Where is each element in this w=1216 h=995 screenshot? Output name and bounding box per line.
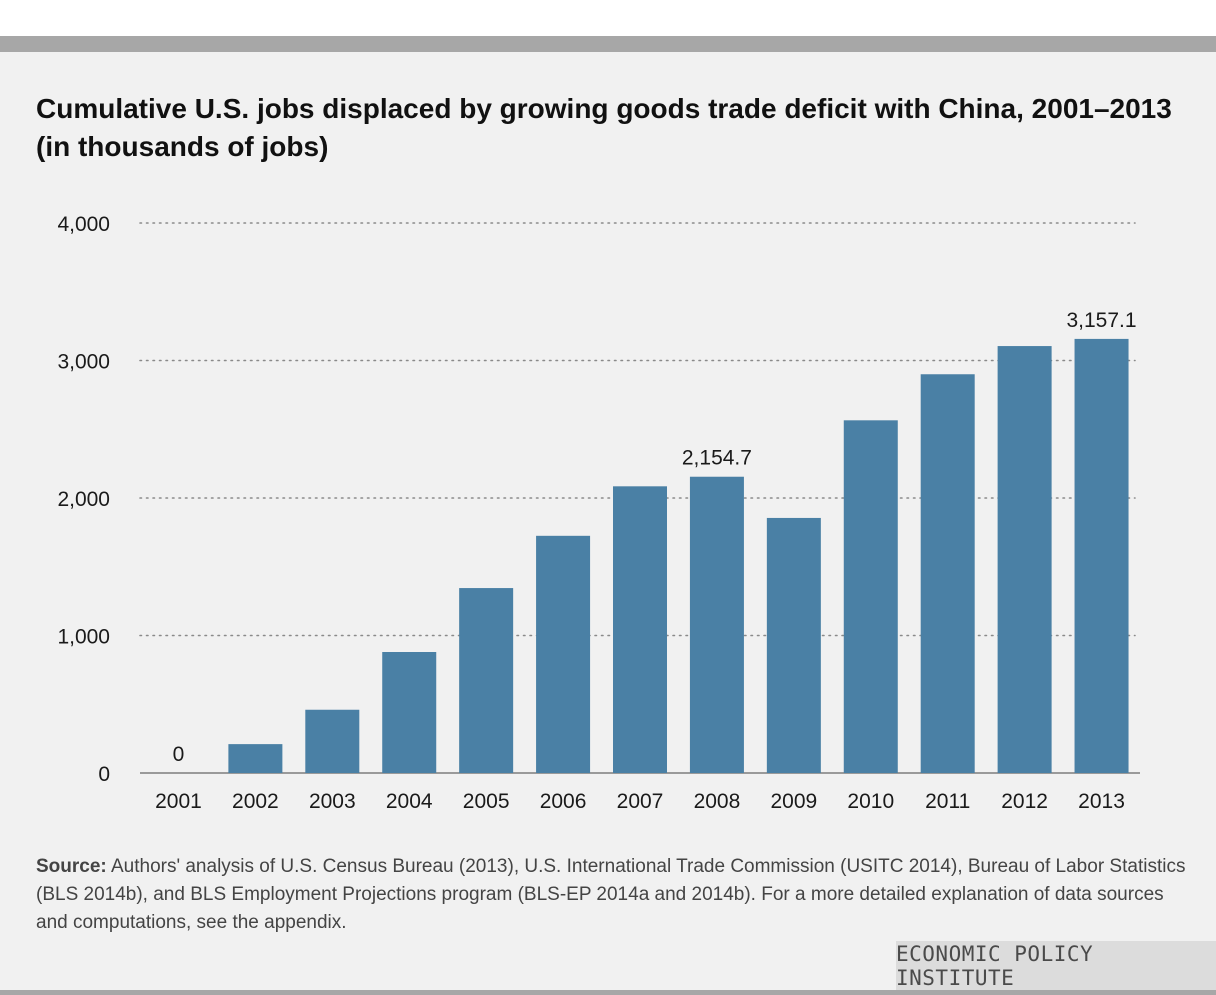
bottom-divider-bar <box>0 990 1216 995</box>
bar-2013 <box>1074 338 1129 773</box>
y-tick-label: 0 <box>98 763 110 786</box>
source-note: Source: Authors' analysis of U.S. Census… <box>36 853 1186 937</box>
x-tick-label-2007: 2007 <box>617 790 664 813</box>
x-tick-label-2010: 2010 <box>847 790 894 813</box>
y-tick-label: 3,000 <box>57 351 110 374</box>
x-tick-label-2006: 2006 <box>540 790 587 813</box>
x-axis-labels: 2001 2002 2003 2004 2005 2006 2007 2008 2009 2010… <box>155 790 1125 813</box>
bar-2009 <box>766 517 821 773</box>
y-tick-label: 4,000 <box>57 213 110 236</box>
bar-2002 <box>228 744 283 773</box>
bar-2007 <box>613 486 667 773</box>
bar-2008 <box>689 476 744 773</box>
bar-2010 <box>843 420 898 773</box>
source-text: Authors' analysis of U.S. Census Bureau … <box>36 856 1186 933</box>
x-tick-label-2009: 2009 <box>770 790 817 813</box>
value-labels: 0 2,154.7 3,157.1 <box>173 309 1137 766</box>
x-tick-label-2011: 2011 <box>925 790 970 813</box>
x-tick-label-2008: 2008 <box>694 790 741 813</box>
chart-title: Cumulative U.S. jobs displaced by growin… <box>36 93 1172 162</box>
bar-2004 <box>382 652 437 773</box>
x-tick-label-2013: 2013 <box>1078 790 1125 813</box>
data-label-2001: 0 <box>173 743 185 766</box>
bars <box>228 338 1129 773</box>
data-label-2013: 3,157.1 <box>1066 309 1136 332</box>
x-tick-label-2002: 2002 <box>232 790 279 813</box>
x-tick-label-2004: 2004 <box>386 790 433 813</box>
top-divider-bar <box>0 36 1216 52</box>
y-tick-label: 2,000 <box>57 488 110 511</box>
y-tick-label: 1,000 <box>57 626 110 649</box>
x-tick-label-2003: 2003 <box>309 790 356 813</box>
data-label-2008: 2,154.7 <box>682 447 752 470</box>
bar-2011 <box>920 374 975 773</box>
x-tick-label-2012: 2012 <box>1001 790 1048 813</box>
brand-logo: ECONOMIC POLICY INSTITUTE <box>896 941 1216 990</box>
y-axis-labels: 0 1,000 2,000 3,000 4,000 <box>57 213 110 786</box>
bar-2012 <box>997 346 1052 773</box>
bar-2005 <box>459 588 514 773</box>
bar-2006 <box>536 535 591 773</box>
bar-2003 <box>305 709 360 773</box>
x-tick-label-2005: 2005 <box>463 790 510 813</box>
source-label: Source: <box>36 856 107 877</box>
x-tick-label-2001: 2001 <box>155 790 202 813</box>
